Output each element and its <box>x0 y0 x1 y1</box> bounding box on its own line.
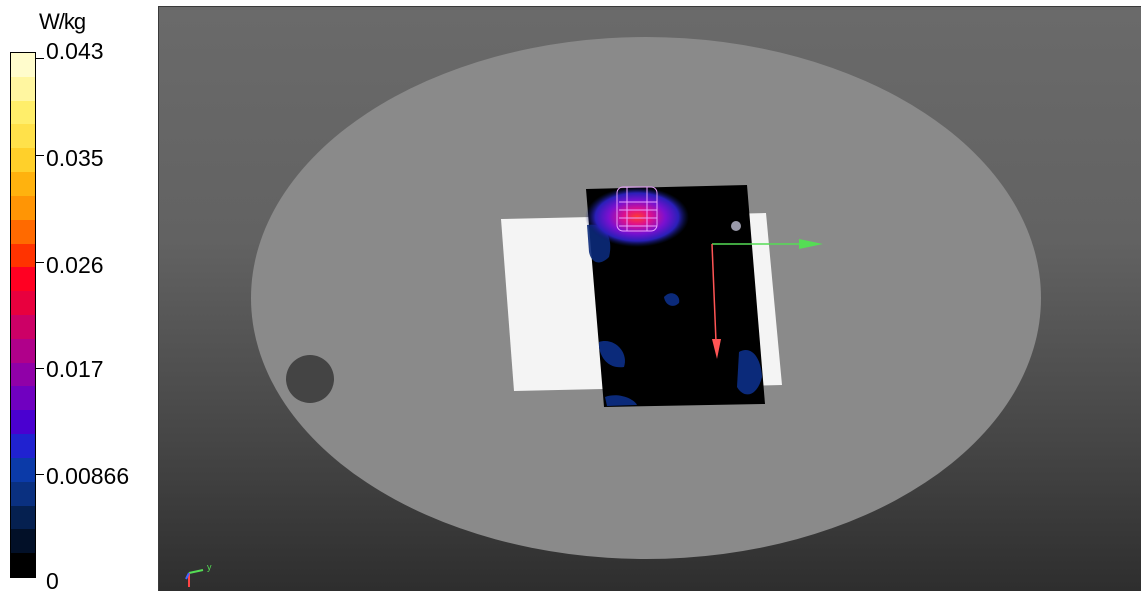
colorbar-band <box>11 315 35 339</box>
colorbar-band <box>11 100 35 125</box>
phantom-hole <box>286 355 334 403</box>
colorbar-band <box>11 195 35 220</box>
orientation-triad-icon: y <box>185 562 212 587</box>
colorbar-band <box>11 291 35 316</box>
triad-label-y: y <box>207 562 212 572</box>
legend-tick <box>36 368 44 369</box>
colorbar-band <box>11 505 35 530</box>
colorbar-band <box>11 410 35 435</box>
colorbar-band <box>11 434 35 459</box>
colorbar-band <box>11 481 35 506</box>
sar-contour <box>605 395 637 406</box>
legend-tick-label-max: 0.043 <box>46 38 104 64</box>
legend-tick-label-min: 0 <box>46 568 59 594</box>
axis-x-arrow-icon <box>712 339 721 359</box>
colorbar-band <box>11 529 35 554</box>
colorbar-band <box>11 148 35 173</box>
colorbar-band <box>11 76 35 101</box>
colorbar <box>10 52 36 578</box>
colorbar-band <box>11 243 35 268</box>
colorbar-band <box>11 338 35 363</box>
colorbar-band <box>11 219 35 244</box>
colorbar-band <box>11 362 35 387</box>
colorbar-band <box>11 172 35 197</box>
colorbar-band <box>11 267 35 292</box>
axis-y-arrow-icon <box>799 239 823 249</box>
legend-tick-label: 0.00866 <box>46 463 130 489</box>
legend-tick <box>36 155 44 156</box>
scene-canvas: y <box>185 37 1041 587</box>
sar-contour <box>599 341 625 368</box>
legend-tick <box>36 474 44 475</box>
sar-contour <box>664 293 680 306</box>
axis-x-line <box>711 243 717 343</box>
reference-marker <box>731 221 741 231</box>
legend-tick-label: 0.026 <box>46 252 104 278</box>
legend-tick-label: 0.035 <box>46 145 104 171</box>
legend-tick <box>36 58 44 59</box>
legend-unit-label: W/kg <box>39 9 86 34</box>
colorbar-legend: W/kg 0.043 0.035 0.026 0.017 0.00866 0 <box>0 0 158 594</box>
sar-hotspot <box>585 187 689 247</box>
colorbar-band <box>11 553 35 578</box>
legend-tick <box>36 262 44 263</box>
sar-contour <box>737 349 762 395</box>
colorbar-band <box>11 386 35 411</box>
3d-viewport[interactable]: y <box>158 6 1141 591</box>
colorbar-band <box>11 457 35 482</box>
colorbar-band <box>11 124 35 149</box>
probe-wireframe <box>616 186 658 232</box>
colorbar-band <box>11 53 35 77</box>
legend-tick-label: 0.017 <box>46 356 104 382</box>
